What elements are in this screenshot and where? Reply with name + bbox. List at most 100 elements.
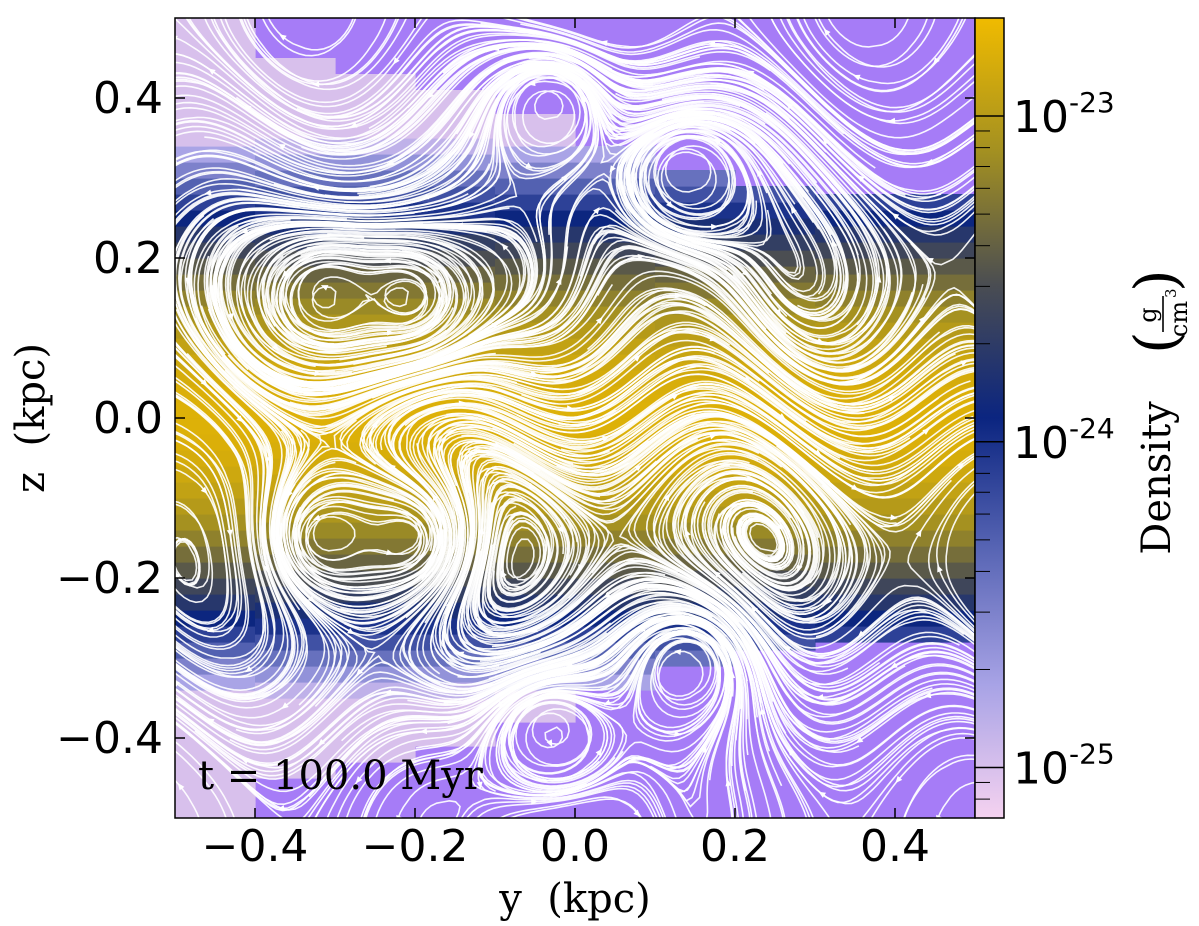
streamline (528, 57, 879, 346)
streamline-arrow (796, 564, 803, 573)
streamline (492, 407, 975, 519)
streamline-arrow (609, 165, 616, 173)
streamline (220, 66, 600, 387)
streamline (456, 301, 975, 409)
streamline (555, 36, 975, 169)
streamline (224, 18, 423, 104)
streamline (605, 578, 975, 749)
streamline-arrow (922, 428, 930, 435)
streamline (481, 501, 629, 629)
streamline (273, 67, 597, 386)
streamline (578, 410, 975, 528)
streamline (870, 737, 975, 818)
streamline-arrow (207, 718, 215, 725)
streamline-arrow (857, 630, 865, 638)
streamline-arrow (595, 317, 603, 325)
streamline-arrow (822, 137, 830, 145)
streamline-arrow (525, 162, 533, 169)
streamline (770, 18, 975, 122)
streamline (500, 626, 734, 787)
streamline (935, 482, 975, 624)
streamline (175, 536, 201, 587)
streamline (861, 732, 975, 818)
y-tick-label: −0.4 (56, 713, 163, 764)
streamline-arrow (356, 668, 364, 676)
streamline (520, 397, 975, 494)
streamline-arrow (888, 117, 896, 124)
streamline (460, 55, 890, 354)
streamline-arrow (419, 573, 427, 581)
streamline-arrow (438, 275, 444, 283)
streamline-arrow (528, 80, 536, 87)
colorbar-tick-exponent: -23 (1069, 86, 1115, 119)
streamline-arrow (603, 699, 611, 706)
streamline (399, 385, 975, 573)
streamline (927, 479, 975, 629)
streamline-arrow (633, 809, 641, 817)
colorbar (974, 17, 1005, 819)
streamline (481, 61, 859, 329)
streamline-arrow (349, 122, 358, 128)
streamline-arrow (714, 138, 722, 146)
density-cell (175, 514, 256, 531)
streamline (559, 46, 975, 200)
streamline (267, 18, 355, 51)
density-cell (175, 546, 256, 563)
colorbar-label: Density ( g cm 3 ) (1122, 269, 1193, 554)
streamline-arrow (673, 649, 682, 656)
streamline-arrow (312, 81, 320, 88)
streamline-arrow (933, 57, 940, 65)
streamline-arrow (396, 814, 402, 818)
x-axis-ticks: −0.4 −0.2 0.0 0.2 0.4 (202, 18, 930, 872)
density-cell (895, 242, 975, 259)
streamline (175, 432, 247, 648)
streamline (243, 229, 513, 367)
streamline (175, 460, 228, 624)
streamline-arrow (317, 738, 326, 746)
streamline (513, 414, 878, 636)
density-cell (175, 466, 256, 483)
streamline (652, 451, 975, 686)
streamline (329, 192, 936, 390)
streamline (438, 420, 869, 631)
streamline-arrow (278, 144, 286, 150)
y-tick-label: −0.2 (56, 553, 163, 604)
streamline (489, 432, 841, 610)
streamline (243, 18, 387, 82)
streamline-arrow (729, 670, 736, 678)
streamline (288, 331, 975, 433)
streamline (521, 339, 975, 432)
streamline (556, 412, 891, 640)
streamline (494, 66, 824, 298)
streamline-arrow (383, 257, 392, 264)
density-cell (335, 282, 416, 299)
streamline-arrow (937, 564, 943, 573)
streamline-arrow (578, 563, 584, 572)
streamline (447, 427, 853, 620)
streamline-arrow (200, 486, 208, 494)
streamline (491, 571, 975, 733)
streamline (518, 18, 975, 154)
density-cell (175, 626, 256, 643)
streamline (520, 23, 975, 156)
streamline-arrow (888, 395, 896, 402)
streamline (466, 480, 666, 646)
streamline (265, 44, 975, 202)
streamline (253, 60, 877, 344)
streamline (175, 503, 214, 604)
y-axis-label: z (kpc) (8, 343, 54, 493)
streamline-arrow (918, 315, 926, 324)
x-tick-label: 0.4 (860, 821, 930, 872)
density-cell (575, 370, 656, 387)
streamline (672, 464, 975, 664)
streamline (665, 459, 975, 673)
streamline (419, 799, 461, 818)
streamline (498, 796, 642, 818)
colorbar-unit-close-paren: ) (1122, 269, 1190, 292)
streamline-arrow (226, 529, 233, 537)
streamline (424, 414, 975, 624)
streamline (261, 18, 357, 57)
density-cell (335, 538, 416, 555)
streamline (570, 55, 975, 233)
streamline (354, 247, 975, 387)
